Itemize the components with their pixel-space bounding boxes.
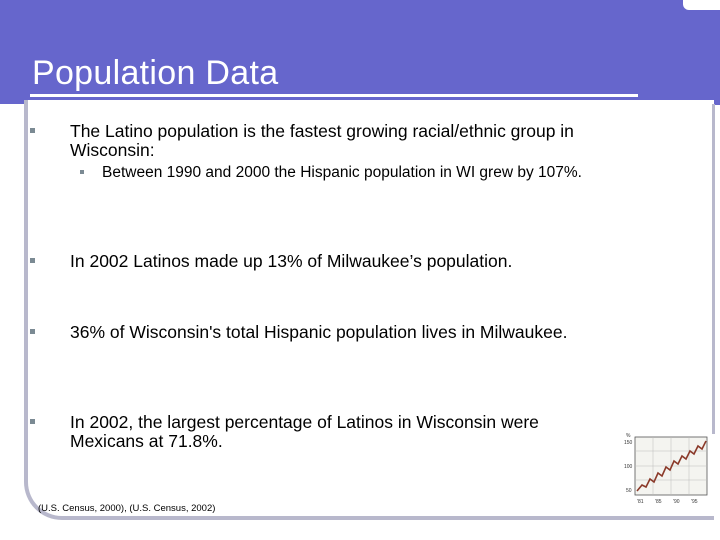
chart-icon-ytick: 50 [626,488,632,494]
chart-icon-ytick: 100 [624,464,633,470]
title-underline [30,94,638,97]
slide-title: Population Data [32,54,279,92]
content-panel [24,100,714,520]
bullet-marker [30,258,35,263]
chart-icon-line [636,440,707,492]
bullet-text: In 2002 Latinos made up 13% of Milwaukee… [70,251,513,271]
header-band [0,0,720,104]
bullet-marker [30,128,35,133]
chart-icon-xtick: '85 [655,499,662,505]
chart-icon-ytick: 150 [624,440,633,446]
bullet-text: In 2002, the largest percentage of Latin… [70,412,539,451]
right-edge [712,104,715,434]
citation: (U.S. Census, 2000), (U.S. Census, 2002) [38,503,216,514]
chart-icon-xtick: '81 [637,499,644,505]
chart-icon-unit: % [626,433,631,439]
chart-icon-xtick: '95 [691,499,698,505]
corner-notch [683,0,720,10]
sub-bullet-marker [80,170,84,174]
right-band [683,10,720,105]
line-chart-icon: % 150 100 50 '81 '85 '90 '95 [623,429,711,507]
sub-bullet-text: Between 1990 and 2000 the Hispanic popul… [102,164,582,181]
bullet-marker [30,419,35,424]
bullet-text: 36% of Wisconsin's total Hispanic popula… [70,322,568,342]
bullet-text: The Latino population is the fastest gro… [70,121,574,160]
bullet-marker [30,329,35,334]
chart-icon-xtick: '90 [673,499,680,505]
